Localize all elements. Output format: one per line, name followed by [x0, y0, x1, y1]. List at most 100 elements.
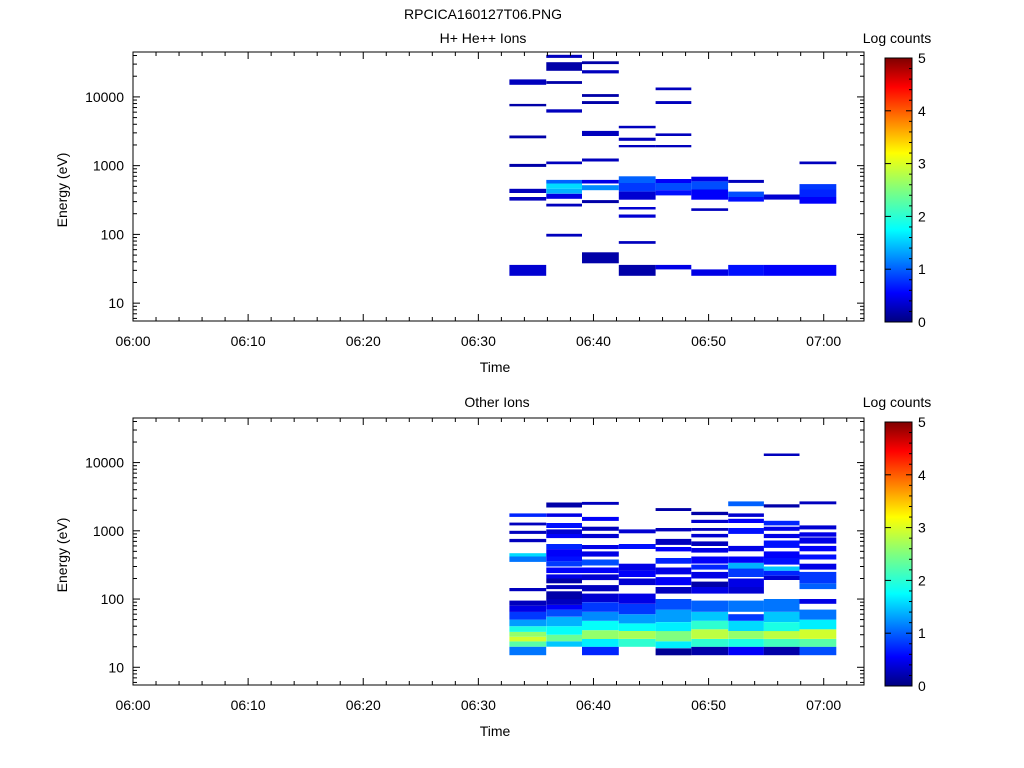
heatmap-cell	[799, 189, 837, 197]
heatmap-cell	[799, 501, 837, 505]
heatmap-cell	[655, 641, 692, 649]
heatmap-cell	[582, 179, 619, 184]
heatmap-cell	[691, 629, 729, 639]
colorbar-tick-label: 1	[918, 261, 926, 277]
heatmap-cell	[618, 137, 656, 141]
heatmap-cell	[509, 588, 547, 592]
colorbar-tick-label: 1	[918, 625, 926, 641]
heatmap-cell	[655, 577, 692, 586]
heatmap-cell	[582, 620, 619, 631]
heatmap-cell	[618, 191, 656, 200]
y-tick-label: 1000	[93, 158, 124, 174]
heatmap-cell	[618, 593, 656, 604]
x-tick-label: 06:00	[115, 697, 150, 713]
heatmap-cell	[582, 130, 619, 136]
heatmap-cell	[618, 529, 656, 534]
y-axis-ticks: 10 100 1000 10000	[85, 55, 864, 319]
colorbar-tick-label: 3	[918, 156, 926, 172]
colorbar-tick-label: 5	[918, 414, 926, 430]
x-axis-ticks: 06:00 06:10 06:20 06:30 06:40 06:50 07:00	[115, 418, 848, 713]
heatmap-cell	[582, 200, 619, 204]
heatmap-cell	[763, 453, 800, 456]
heatmap-cell	[618, 183, 656, 192]
y-tick-label: 100	[101, 226, 125, 242]
heatmap-cell	[509, 163, 547, 167]
heatmap-cell	[509, 530, 547, 534]
heatmap-cell	[799, 571, 837, 579]
x-axis-label: Time	[480, 723, 511, 739]
heatmap-cell	[799, 629, 837, 639]
heatmap-cell	[582, 611, 619, 621]
heatmap-cell	[546, 523, 582, 528]
heatmap-cells	[509, 54, 837, 276]
heatmap-cell	[799, 184, 837, 190]
heatmap-cell	[582, 602, 619, 612]
heatmap-cell	[799, 639, 837, 647]
heatmap-cell	[546, 233, 582, 237]
heatmap-cell	[655, 558, 692, 564]
colorbar-ticks: 0 1 2 3 4 5	[885, 414, 926, 694]
heatmap-cell	[728, 191, 764, 197]
heatmap-cell	[546, 529, 582, 534]
heatmap-cell	[582, 158, 619, 162]
heatmap-cell	[618, 578, 656, 586]
heatmap-cell	[509, 611, 547, 620]
heatmap-cell	[728, 513, 764, 517]
chart-title: Other Ions	[464, 394, 529, 410]
y-tick-label: 10	[108, 295, 124, 311]
colorbar-tick-label: 3	[918, 520, 926, 536]
heatmap-cell	[655, 264, 692, 270]
heatmap-cell	[763, 639, 800, 647]
heatmap-cell	[728, 562, 764, 569]
heatmap-cell	[691, 541, 729, 546]
heatmap-cell	[546, 591, 582, 600]
colorbar-tick-label: 4	[918, 467, 926, 483]
colorbar-label: Log counts	[863, 30, 932, 46]
heatmap-cell	[799, 532, 837, 537]
heatmap-cell	[546, 54, 582, 58]
heatmap-cell	[582, 545, 619, 550]
heatmap-cell	[546, 179, 582, 184]
heatmap-cell	[799, 554, 837, 560]
heatmap-cell	[618, 145, 656, 148]
heatmap-cell	[546, 502, 582, 508]
heatmap-cell	[728, 264, 764, 276]
heatmap-cell	[763, 194, 800, 200]
heatmap-cell	[546, 183, 582, 189]
heatmap-cell	[546, 188, 582, 194]
colorbar-tick-label: 0	[918, 314, 926, 330]
heatmap-cell	[582, 646, 619, 656]
heatmap-cell	[763, 504, 800, 508]
heatmap-cell	[582, 526, 619, 531]
x-axis-ticks: 06:00 06:10 06:20 06:30 06:40 06:50 07:00	[115, 52, 848, 349]
heatmap-cell	[546, 604, 582, 610]
heatmap-cell	[763, 570, 800, 576]
heatmap-cell	[546, 574, 582, 579]
heatmap-cell	[728, 556, 764, 563]
heatmap-cell	[799, 525, 837, 530]
heatmap-cell	[728, 501, 764, 507]
heatmap-cell	[509, 631, 547, 637]
heatmap-cell	[546, 567, 582, 574]
heatmap-cell	[763, 566, 800, 571]
heatmap-cell	[799, 537, 837, 544]
heatmap-cell	[763, 646, 800, 656]
heatmap-cell	[509, 641, 547, 647]
heatmap-cell	[691, 646, 729, 656]
heatmap-cell	[655, 587, 692, 594]
heatmap-cell	[546, 203, 582, 207]
heatmap-cell	[728, 620, 764, 631]
heatmap-cell	[691, 600, 729, 612]
heatmap-cell	[618, 603, 656, 615]
heatmap-cell	[618, 563, 656, 571]
heatmap-cell	[509, 619, 547, 627]
heatmap-cell	[655, 508, 692, 511]
heatmap-cell	[509, 646, 547, 656]
heatmap-cell	[691, 181, 729, 190]
y-axis-ticks: 10 100 1000 10000	[85, 420, 864, 683]
heatmap-cell	[655, 538, 692, 545]
y-tick-label: 10000	[85, 455, 124, 471]
heatmap-cells	[509, 453, 837, 656]
heatmap-cell	[728, 587, 764, 594]
